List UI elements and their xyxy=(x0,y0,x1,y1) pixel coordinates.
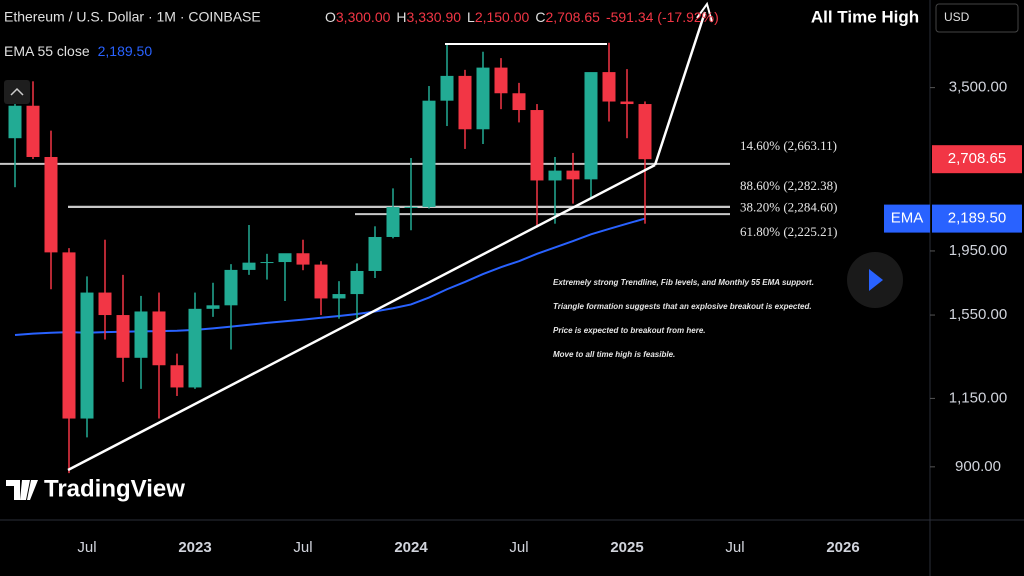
x-tick-label: Jul xyxy=(77,539,96,556)
x-tick-label: 2024 xyxy=(394,539,428,556)
candle-body xyxy=(98,292,112,316)
candle-body xyxy=(332,294,346,299)
candle-body xyxy=(44,156,58,253)
x-tick-label: 2023 xyxy=(178,539,211,556)
note: Move to all time high is feasible. xyxy=(553,350,675,359)
y-tick-label: 1,950.00 xyxy=(949,242,1007,259)
candle-body xyxy=(494,67,508,94)
fib-level-label: 61.80% (2,225.21) xyxy=(740,224,838,239)
x-tick-label: Jul xyxy=(509,539,528,556)
candle-body xyxy=(170,365,184,388)
candle-body xyxy=(134,311,148,358)
change: -591.34 (-17.92%) xyxy=(606,9,719,25)
ohlc-key: L xyxy=(467,9,475,25)
candle-body xyxy=(566,170,580,180)
candle-body xyxy=(530,110,544,181)
trendline xyxy=(67,163,656,472)
ohlc-value: 3,330.90 xyxy=(407,9,462,25)
x-tick-label: Jul xyxy=(293,539,312,556)
price-label: 2,708.65 xyxy=(948,150,1006,167)
candle-body xyxy=(350,270,364,295)
candle-body xyxy=(116,315,130,358)
candle-body xyxy=(422,100,436,207)
arrow-line xyxy=(653,11,707,166)
candle-body xyxy=(80,292,94,419)
ema-tag-box xyxy=(884,204,930,233)
candle-body xyxy=(602,72,616,102)
fib-level-label: 38.20% (2,284.60) xyxy=(740,200,838,215)
x-tick-label: 2025 xyxy=(610,539,643,556)
candle-body xyxy=(314,264,328,299)
fib-level-label: 14.60% (2,663.11) xyxy=(740,138,837,153)
candle-body xyxy=(368,236,382,271)
ohlc-value: 2,150.00 xyxy=(475,9,530,25)
x-tick-label: 2026 xyxy=(826,539,859,556)
candle-body xyxy=(476,67,490,130)
price-label-box xyxy=(932,145,1022,174)
collapse-icon xyxy=(10,87,24,96)
plot-area: 14.60% (2,663.11) 88.60% (2,282.38) 38.20%… xyxy=(0,42,838,474)
candle-body xyxy=(62,252,76,419)
candle-body xyxy=(458,75,472,130)
ohlc-value: 2,708.65 xyxy=(545,9,600,25)
ohlc-key: C xyxy=(535,9,545,25)
candle-body xyxy=(152,311,166,366)
logo-mark xyxy=(6,480,38,500)
ohlc-key: O xyxy=(325,9,336,25)
candle-body xyxy=(386,207,400,237)
candle-body xyxy=(638,104,652,160)
ema-tag: EMA xyxy=(891,210,924,227)
candle-body xyxy=(242,262,256,270)
y-tick-label: 1,150.00 xyxy=(949,389,1007,406)
ema-legend-name: EMA 55 close xyxy=(4,43,90,59)
y-tick-label: 3,500.00 xyxy=(949,79,1007,96)
play-icon xyxy=(869,269,883,291)
candle-body xyxy=(278,253,292,263)
ema-legend-value: 2,189.50 xyxy=(98,43,153,59)
ohlc-legend: O3,300.00 H3,330.90 L2,150.00 C2,708.65 -591… xyxy=(325,9,719,25)
ema-legend: EMA 55 close 2,189.50 xyxy=(4,43,152,59)
candle-body xyxy=(260,262,274,264)
currency-box[interactable] xyxy=(935,3,1019,33)
candle-body xyxy=(512,93,526,111)
target-label: All Time High xyxy=(811,7,919,26)
candle-body xyxy=(8,105,22,139)
ohlc-value: 3,300.00 xyxy=(336,9,391,25)
fib-level-label: 88.60% (2,282.38) xyxy=(740,178,838,193)
ema-label: 2,189.50 xyxy=(948,210,1006,227)
candle-body xyxy=(548,170,562,181)
note: Extremely strong Trendline, Fib levels, … xyxy=(553,278,814,287)
currency: USD xyxy=(944,10,970,24)
candle-body xyxy=(224,269,238,306)
ohlc-key: H xyxy=(396,9,406,25)
candle-body xyxy=(296,253,310,265)
brand-name: TradingView xyxy=(44,475,185,502)
candle-body xyxy=(404,206,418,208)
x-tick-label: Jul xyxy=(725,539,744,556)
collapse-button[interactable] xyxy=(4,80,30,104)
candle-body xyxy=(26,105,40,157)
candle-body xyxy=(188,308,202,388)
candle-body xyxy=(206,305,220,309)
symbol-title: Ethereum / U.S. Dollar · 1M · COINBASE xyxy=(4,9,261,25)
candle-body xyxy=(440,75,454,101)
y-tick-label: 1,550.00 xyxy=(949,306,1007,323)
note: Triangle formation suggests that an expl… xyxy=(553,302,812,311)
brand-logo: TradingView xyxy=(6,475,185,502)
y-tick-label: 900.00 xyxy=(955,458,1001,475)
ema-label-box xyxy=(932,204,1022,233)
candle-body xyxy=(620,101,634,105)
candle-body xyxy=(584,72,598,180)
arrow-head xyxy=(696,1,713,23)
note: Price is expected to breakout from here. xyxy=(553,326,706,335)
